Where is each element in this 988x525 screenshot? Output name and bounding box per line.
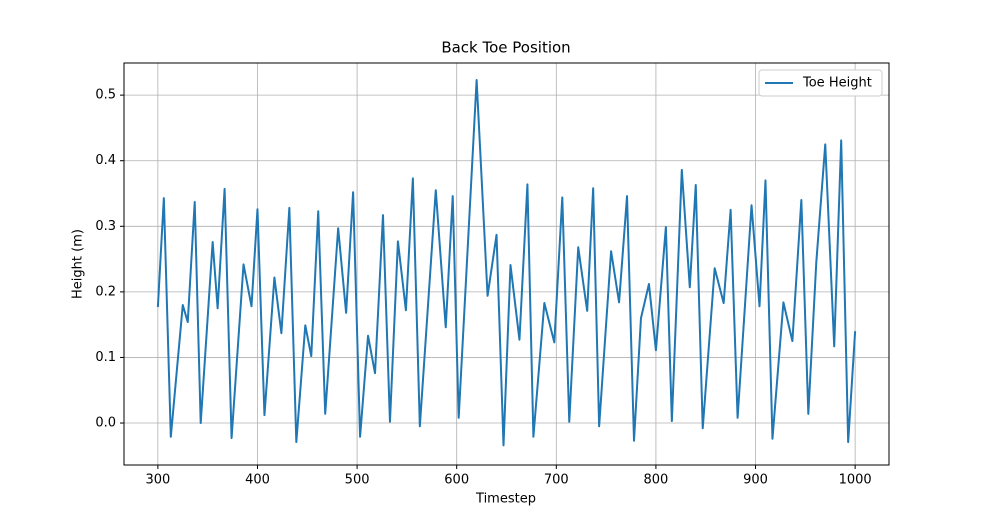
x-tick-label: 1000 xyxy=(839,473,872,488)
x-tick-label: 600 xyxy=(444,473,469,488)
y-tick-label: 0.3 xyxy=(95,219,116,234)
x-tick-label: 800 xyxy=(644,473,669,488)
x-tick-label: 400 xyxy=(245,473,270,488)
x-tick-label: 700 xyxy=(544,473,569,488)
x-tick-label: 300 xyxy=(145,473,170,488)
y-tick-label: 0.5 xyxy=(95,88,116,103)
y-tick-label: 0.4 xyxy=(95,153,116,168)
x-tick-label: 500 xyxy=(345,473,370,488)
y-tick-label: 0.0 xyxy=(95,416,116,431)
data-line xyxy=(156,79,857,447)
y-axis-label: Height (m) xyxy=(71,229,86,299)
legend-box xyxy=(758,69,883,97)
x-tick-label: 900 xyxy=(743,473,768,488)
y-tick-label: 0.2 xyxy=(95,284,116,299)
chart-title: Back Toe Position xyxy=(441,39,570,57)
plot-frame xyxy=(123,62,890,466)
x-axis-label: Timestep xyxy=(475,492,536,507)
y-tick-label: 0.1 xyxy=(95,350,116,365)
legend-label: Toe Height xyxy=(802,76,872,91)
